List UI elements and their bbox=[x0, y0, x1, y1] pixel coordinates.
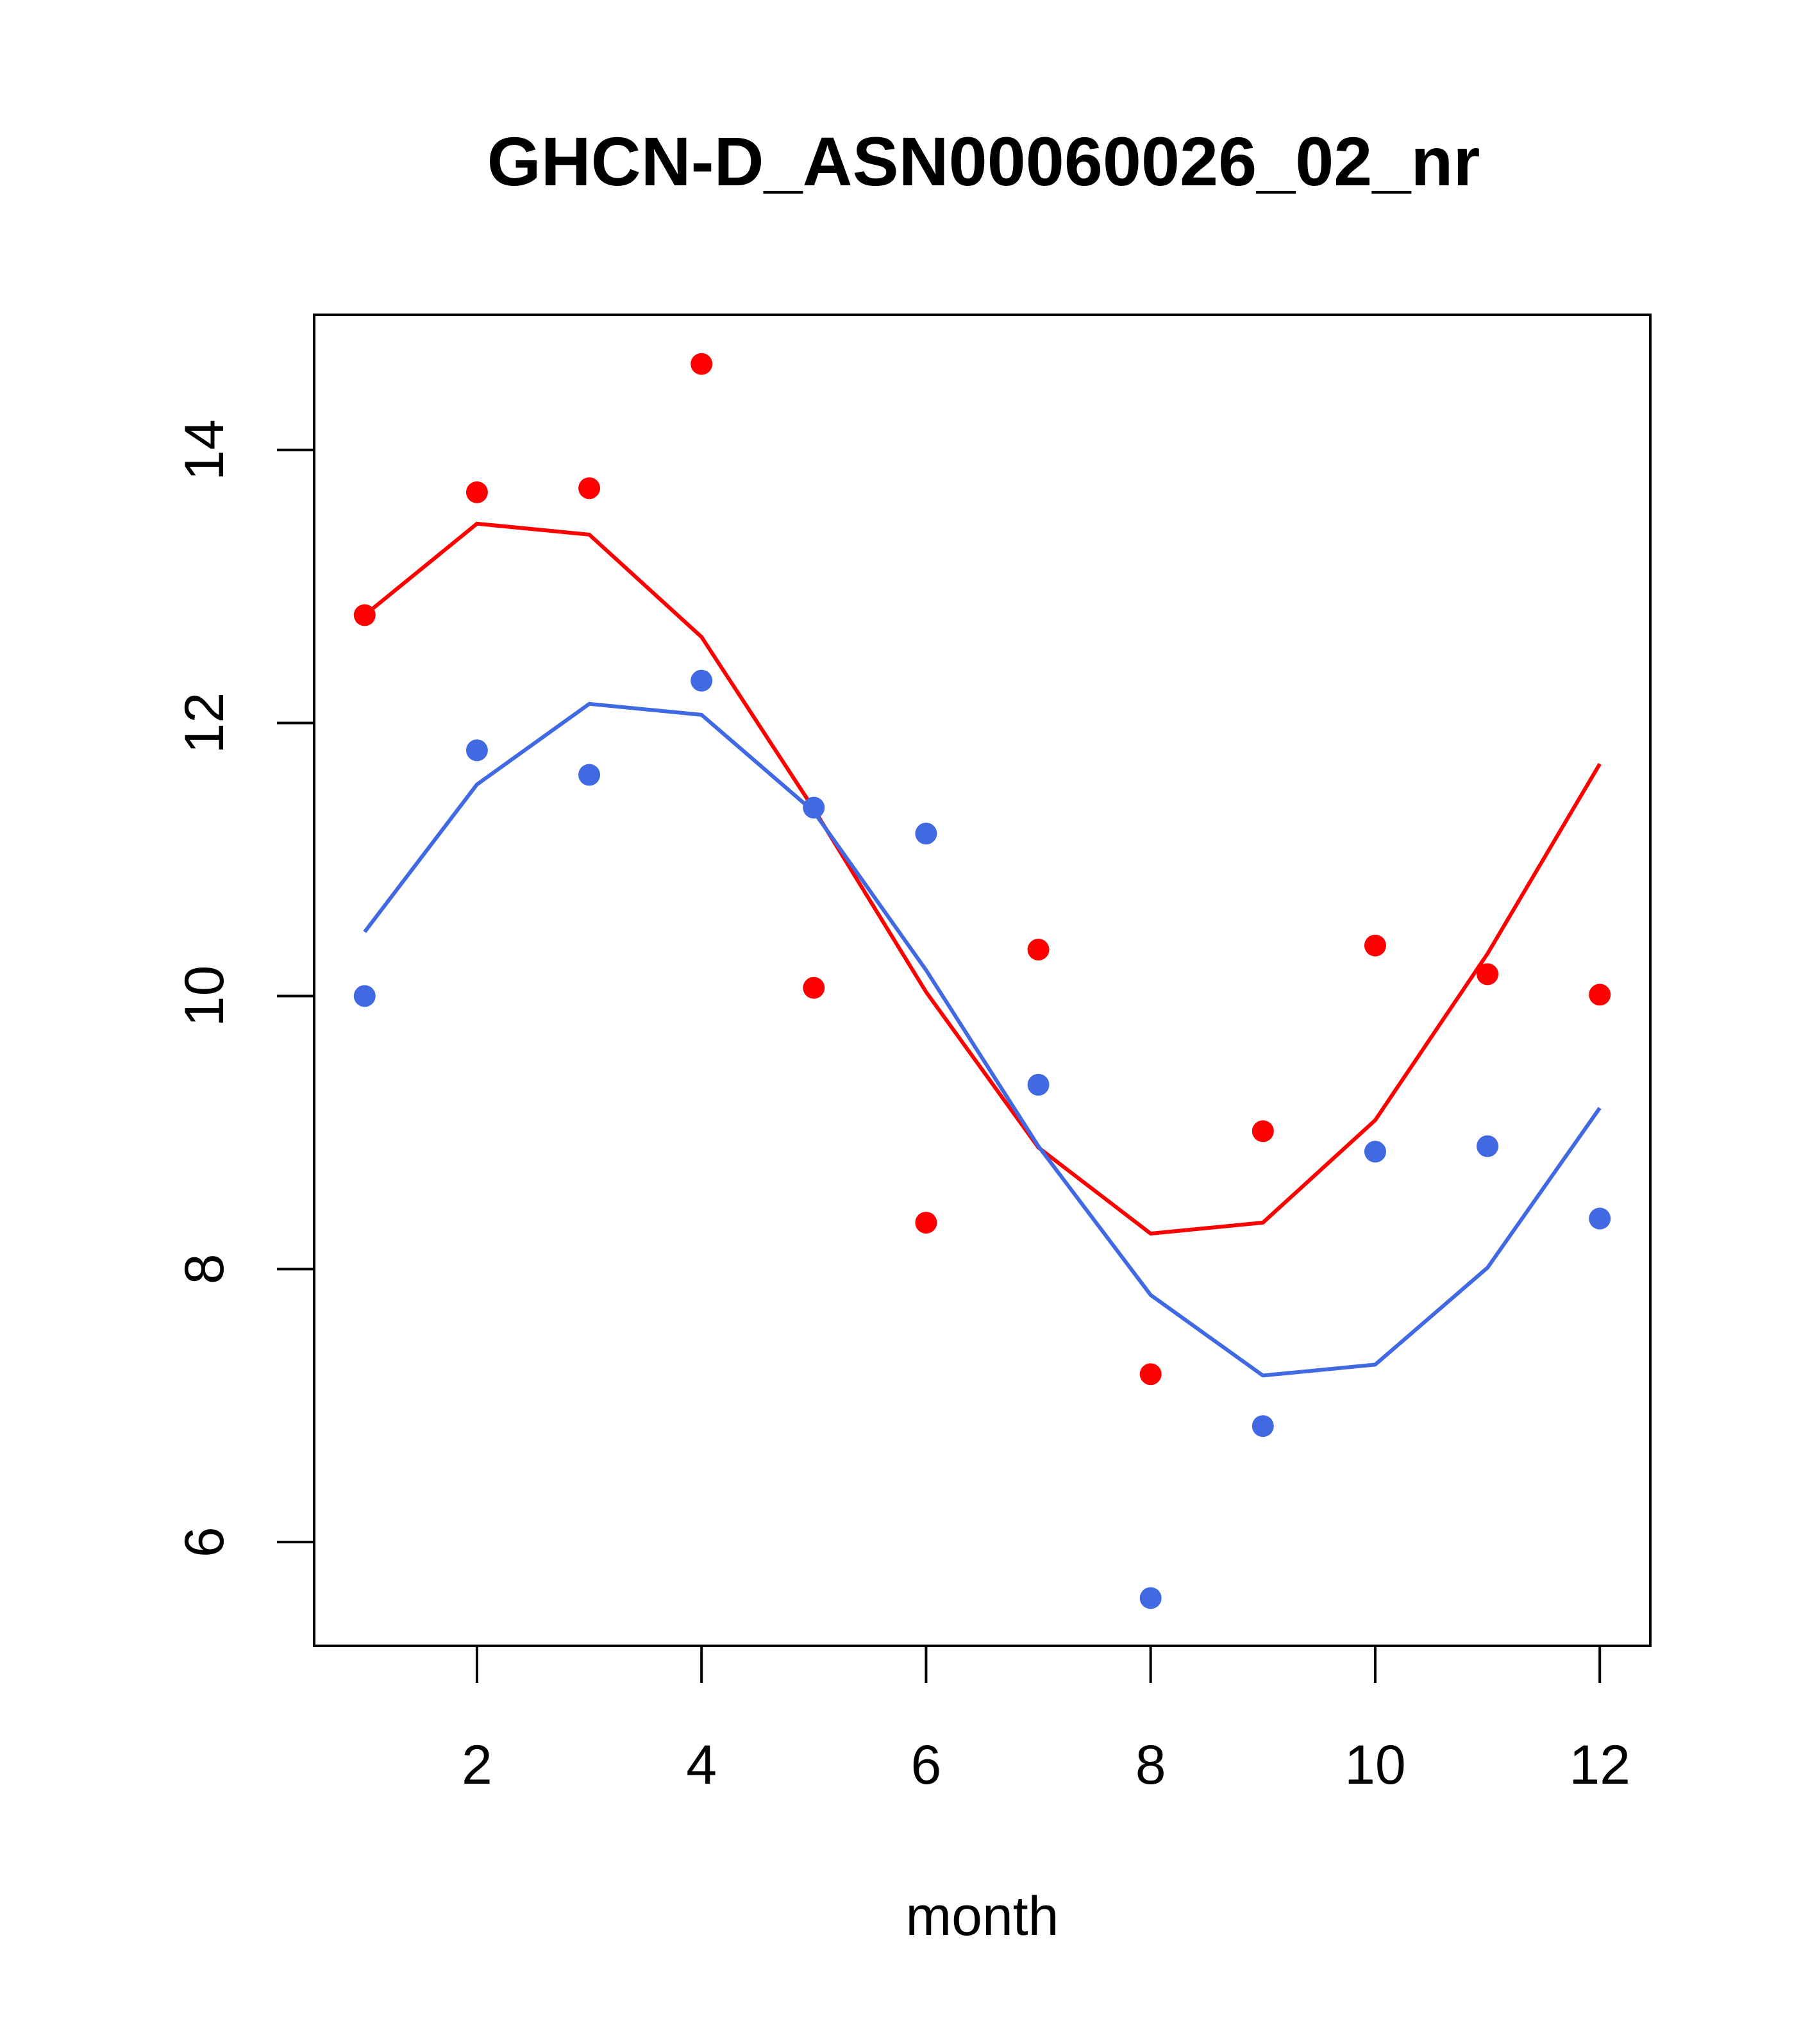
y-tick-label: 10 bbox=[174, 966, 235, 1027]
series-2-point bbox=[1027, 1073, 1050, 1096]
x-axis: 2 4 6 8 10 12 bbox=[462, 1645, 1630, 1796]
series-1-point bbox=[1252, 1120, 1274, 1143]
series-1-point bbox=[1364, 934, 1386, 957]
series-1-point bbox=[1477, 963, 1499, 985]
series-1-point bbox=[578, 477, 601, 499]
series-2-point bbox=[1364, 1141, 1386, 1163]
x-tick-label: 10 bbox=[1344, 1734, 1406, 1796]
series-1-point bbox=[353, 604, 376, 626]
series-1-point bbox=[1139, 1363, 1162, 1386]
y-tick-label: 8 bbox=[174, 1253, 235, 1284]
series-2-point bbox=[1589, 1207, 1611, 1230]
series-1-point bbox=[1589, 984, 1611, 1006]
x-tick-label: 2 bbox=[462, 1734, 492, 1796]
x-tick-label: 8 bbox=[1135, 1734, 1166, 1796]
series-2-point bbox=[1477, 1135, 1499, 1157]
series-1-point bbox=[691, 353, 713, 375]
y-tick-label: 12 bbox=[174, 692, 235, 754]
y-tick-label: 6 bbox=[174, 1527, 235, 1557]
series-2-point bbox=[353, 985, 376, 1007]
x-axis-label: month bbox=[905, 1886, 1059, 1947]
series-2-point bbox=[1139, 1587, 1162, 1609]
series-1-point bbox=[803, 976, 825, 999]
chart-title: GHCN-D_ASN00060026_02_nr bbox=[487, 122, 1480, 200]
series-1-fit-line bbox=[363, 521, 1602, 1236]
x-tick-label: 12 bbox=[1569, 1734, 1630, 1796]
x-tick-label: 4 bbox=[686, 1734, 717, 1796]
series-2-point bbox=[578, 764, 601, 786]
series-2-point bbox=[1252, 1415, 1274, 1437]
series-2-point bbox=[915, 823, 937, 845]
y-axis: 6 8 10 12 14 bbox=[174, 419, 315, 1557]
y-tick-label: 14 bbox=[174, 419, 235, 481]
x-tick-label: 6 bbox=[911, 1734, 942, 1796]
series-2-point bbox=[803, 796, 825, 819]
series-2-point bbox=[691, 669, 713, 692]
series-1-point bbox=[915, 1211, 937, 1234]
series-layer bbox=[353, 353, 1611, 1609]
series-2-point bbox=[465, 739, 488, 762]
series-1-point bbox=[1027, 939, 1050, 961]
series-2-fit-line bbox=[363, 701, 1602, 1378]
series-1-point bbox=[465, 481, 488, 503]
plot-frame bbox=[313, 314, 1652, 1647]
